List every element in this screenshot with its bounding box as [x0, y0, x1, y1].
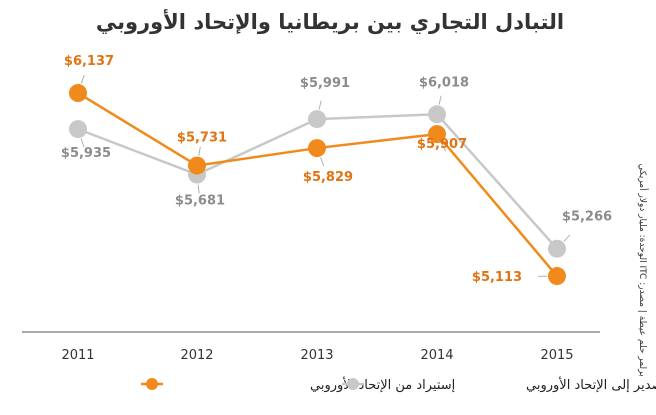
export-point [548, 239, 566, 258]
export-data-label: $5,266 [562, 210, 612, 225]
x-tick-label: 2012 [180, 348, 213, 363]
export-point [69, 120, 87, 139]
legend-import-label: إستيراد من الإتحاد الأوروبي [310, 376, 455, 393]
import-data-label: $5,113 [472, 270, 522, 285]
x-tick-label: 2014 [420, 348, 453, 363]
label-leader-line [80, 138, 85, 148]
import-point [69, 84, 87, 103]
import-point [428, 125, 446, 144]
export-data-label: $5,935 [61, 146, 111, 161]
import-point [548, 267, 566, 286]
source-note: برلمر حلم عيطة | مصدر: ITC الوحدة: مليار… [637, 163, 649, 376]
legend-item-export: تصدير إلى الإتحاد الأوروبي [342, 376, 656, 393]
legend-export-label: تصدير إلى الإتحاد الأوروبي [526, 376, 656, 393]
x-tick-label: 2015 [540, 348, 573, 363]
legend-export-marker [347, 378, 359, 390]
import-point [188, 156, 206, 175]
label-leader-line [438, 95, 442, 105]
legend-item-import: إستيراد من الإتحاد الأوروبي [141, 376, 455, 393]
import-point [308, 139, 326, 158]
export-point [308, 110, 326, 129]
export-data-label: $5,991 [300, 76, 350, 91]
label-leader-line [80, 74, 85, 84]
legend-import-marker [146, 378, 158, 390]
label-leader-line [318, 100, 322, 110]
legend: إستيراد من الإتحاد الأوروبي تصدير إلى ال… [141, 376, 656, 393]
label-leader-line [320, 157, 325, 167]
export-data-label: $6,018 [419, 75, 469, 90]
import-data-label: $5,907 [417, 137, 467, 152]
export-data-label: $5,681 [175, 194, 225, 209]
label-leader-line [197, 184, 200, 194]
import-data-label: $6,137 [64, 54, 114, 69]
x-tick-label: 2013 [300, 348, 333, 363]
import-data-label: $5,731 [177, 131, 227, 146]
export-point [428, 105, 446, 124]
label-leader-line [441, 142, 446, 152]
label-leader-line [563, 234, 571, 242]
label-leader-line [198, 146, 201, 156]
chart-title: التبادل التجاري بين بريطانيا والإتحاد ال… [96, 8, 564, 35]
x-tick-label: 2011 [61, 348, 94, 363]
import-data-label: $5,829 [303, 170, 353, 185]
